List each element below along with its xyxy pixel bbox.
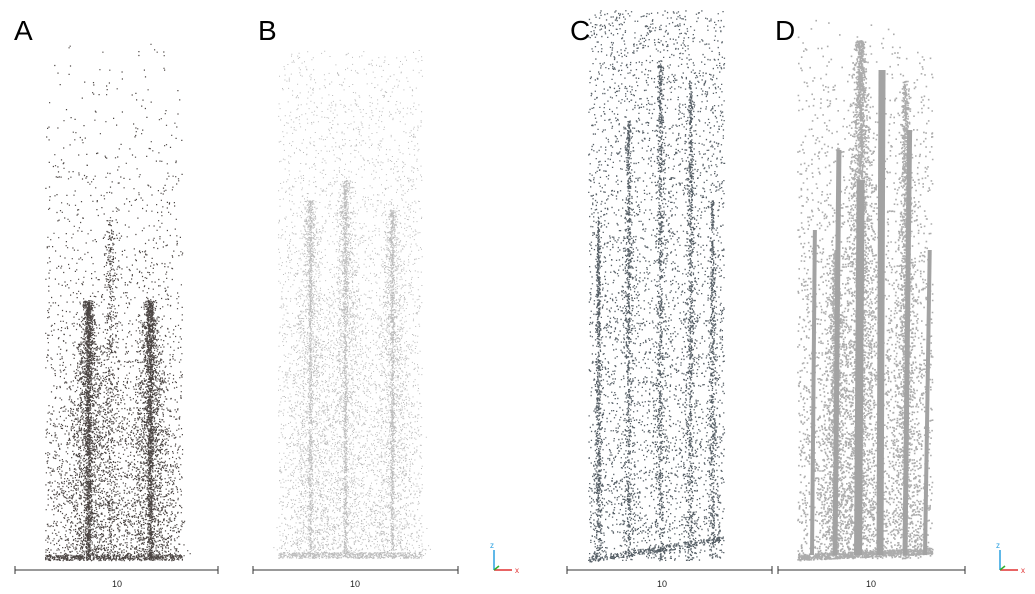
- scale-bar: 10: [252, 566, 459, 589]
- point-cloud: [273, 50, 431, 559]
- axis-label: x: [515, 566, 519, 575]
- panel-label: C: [570, 15, 590, 46]
- scale-bar: 10: [14, 566, 219, 589]
- scale-bar: 10: [777, 566, 966, 589]
- scale-bar: 10: [566, 566, 773, 589]
- trunk: [810, 229, 817, 556]
- axis-gizmo: z x: [996, 541, 1025, 575]
- axis-label: x: [1021, 566, 1025, 575]
- axis-gizmo: z x: [490, 541, 519, 575]
- axis-label: z: [490, 541, 494, 550]
- panel-label: A: [14, 15, 33, 46]
- panel-label: B: [258, 15, 277, 46]
- point-cloud: [588, 10, 726, 563]
- panel-label: D: [775, 15, 795, 46]
- axis-label: z: [996, 541, 1000, 550]
- point-cloud: [45, 43, 191, 562]
- scale-label: 10: [350, 579, 360, 589]
- scale-label: 10: [112, 579, 122, 589]
- point-cloud: [797, 19, 934, 562]
- point-clouds: [45, 10, 934, 563]
- trunk: [923, 249, 932, 556]
- scale-label: 10: [657, 579, 667, 589]
- scale-label: 10: [866, 579, 876, 589]
